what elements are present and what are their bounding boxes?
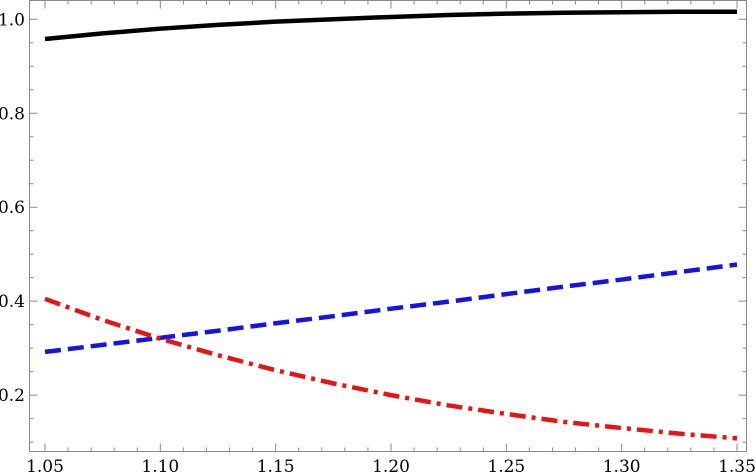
x-tick-label: 1.35	[718, 457, 756, 476]
series-lines	[44, 9, 738, 441]
series-line-dashdot-red	[44, 296, 738, 441]
x-tick-label: 1.30	[603, 457, 641, 476]
x-tick-label: 1.25	[487, 457, 525, 476]
y-tick-label: 0.4	[0, 292, 25, 312]
y-axis-tick-labels: 0.2 0.4 0.6 0.8 1.0	[0, 10, 25, 406]
x-tick-label: 1.05	[26, 457, 64, 476]
x-tick-label: 1.20	[372, 457, 410, 476]
x-tick-label: 1.10	[141, 457, 179, 476]
y-tick-label: 0.6	[0, 198, 25, 218]
x-tick-label: 1.15	[257, 457, 295, 476]
y-tick-label: 0.2	[0, 386, 25, 406]
plot-frame	[29, 0, 747, 452]
y-tick-label: 0.8	[0, 104, 25, 124]
x-axis-tick-labels: 1.05 1.10 1.15 1.20 1.25 1.30 1.35	[26, 457, 756, 476]
axis-ticks	[29, 0, 747, 452]
series-line-solid-black	[44, 9, 737, 42]
series-line-dashed-blue	[44, 262, 738, 355]
y-tick-label: 1.0	[0, 10, 25, 30]
